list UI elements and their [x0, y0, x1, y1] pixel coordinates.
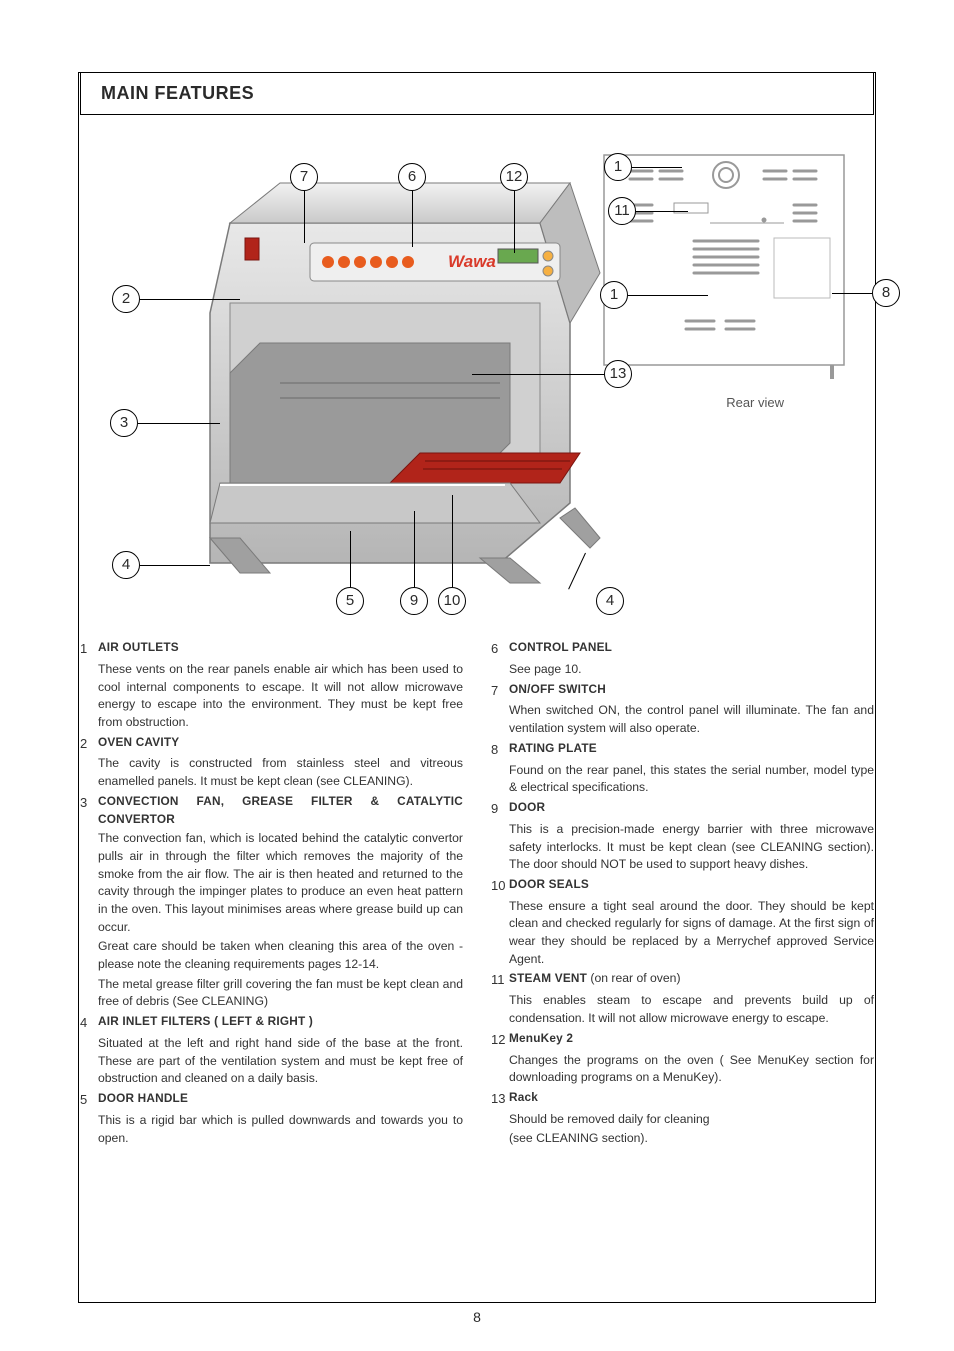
callout-6: 6 — [398, 163, 426, 191]
feature-columns: 1AIR OUTLETSThese vents on the rear pane… — [80, 639, 874, 1150]
feature-number: 11 — [491, 970, 509, 990]
feature-title: DOOR — [509, 800, 545, 814]
feature-body: Changes the programs on the oven ( See M… — [509, 1052, 874, 1087]
feature-title: MenuKey 2 — [509, 1031, 573, 1045]
feature-number: 9 — [491, 799, 509, 819]
callout-10: 10 — [438, 587, 466, 615]
feature-item-8: 8RATING PLATE — [491, 740, 874, 760]
oven-illustration: Wawa — [160, 143, 610, 593]
callout-1b: 1 — [600, 281, 628, 309]
feature-item-2: 2OVEN CAVITY — [80, 734, 463, 754]
feature-text: CONTROL PANEL — [509, 639, 874, 659]
feature-body: Found on the rear panel, this states the… — [509, 762, 874, 797]
callout-12: 12 — [500, 163, 528, 191]
feature-item-1: 1AIR OUTLETS — [80, 639, 463, 659]
feature-text: ON/OFF SWITCH — [509, 681, 874, 701]
feature-text: MenuKey 2 — [509, 1030, 874, 1050]
feature-body: These vents on the rear panels enable ai… — [98, 661, 463, 732]
feature-body: The metal grease filter grill covering t… — [98, 976, 463, 1011]
feature-number: 5 — [80, 1090, 98, 1110]
feature-body: (see CLEANING section). — [509, 1130, 874, 1148]
feature-title: DOOR SEALS — [509, 877, 589, 891]
feature-body: Great care should be taken when cleaning… — [98, 938, 463, 973]
feature-body: See page 10. — [509, 661, 874, 679]
callout-3: 3 — [110, 409, 138, 437]
feature-body: This is a precision-made energy barrier … — [509, 821, 874, 874]
feature-text: AIR OUTLETS — [98, 639, 463, 659]
feature-text: CONVECTION FAN, GREASE FILTER & CATALYTI… — [98, 793, 463, 828]
callout-1a: 1 — [604, 153, 632, 181]
rear-view-illustration — [594, 143, 854, 393]
feature-text: Rack — [509, 1089, 874, 1109]
feature-body: When switched ON, the control panel will… — [509, 702, 874, 737]
section-title: MAIN FEATURES — [101, 83, 853, 104]
feature-body: These ensure a tight seal around the doo… — [509, 898, 874, 969]
svg-text:Wawa: Wawa — [448, 252, 496, 271]
feature-number: 6 — [491, 639, 509, 659]
feature-text: RATING PLATE — [509, 740, 874, 760]
feature-title: Rack — [509, 1090, 538, 1104]
feature-body: This is a rigid bar which is pulled down… — [98, 1112, 463, 1147]
feature-number: 7 — [491, 681, 509, 701]
feature-number: 8 — [491, 740, 509, 760]
callout-9: 9 — [400, 587, 428, 615]
callout-8: 8 — [872, 279, 900, 307]
feature-title: DOOR HANDLE — [98, 1091, 188, 1105]
feature-item-11: 11STEAM VENT (on rear of oven) — [491, 970, 874, 990]
section-title-bar: MAIN FEATURES — [80, 72, 874, 115]
left-column: 1AIR OUTLETSThese vents on the rear pane… — [80, 639, 463, 1150]
feature-body: Should be removed daily for cleaning — [509, 1111, 874, 1129]
feature-title: CONVECTION FAN, GREASE FILTER & CATALYTI… — [98, 794, 463, 826]
feature-title: AIR INLET FILTERS ( LEFT & RIGHT ) — [98, 1014, 313, 1028]
feature-item-12: 12MenuKey 2 — [491, 1030, 874, 1050]
feature-item-10: 10DOOR SEALS — [491, 876, 874, 896]
feature-text: DOOR HANDLE — [98, 1090, 463, 1110]
callout-2: 2 — [112, 285, 140, 313]
feature-text: DOOR SEALS — [509, 876, 874, 896]
feature-text: OVEN CAVITY — [98, 734, 463, 754]
feature-title: RATING PLATE — [509, 741, 597, 755]
callout-11: 11 — [608, 197, 636, 225]
feature-number: 10 — [491, 876, 509, 896]
feature-item-4: 4AIR INLET FILTERS ( LEFT & RIGHT ) — [80, 1013, 463, 1033]
feature-title: OVEN CAVITY — [98, 735, 179, 749]
feature-item-6: 6CONTROL PANEL — [491, 639, 874, 659]
feature-number: 1 — [80, 639, 98, 659]
feature-body: The cavity is constructed from stainless… — [98, 755, 463, 790]
feature-item-13: 13Rack — [491, 1089, 874, 1109]
feature-item-3: 3CONVECTION FAN, GREASE FILTER & CATALYT… — [80, 793, 463, 828]
callout-4a: 4 — [112, 551, 140, 579]
right-column: 6CONTROL PANELSee page 10.7ON/OFF SWITCH… — [491, 639, 874, 1150]
feature-body: Situated at the left and right hand side… — [98, 1035, 463, 1088]
rear-view-label: Rear view — [726, 395, 784, 410]
feature-title: STEAM VENT — [509, 971, 587, 985]
callout-4b: 4 — [596, 587, 624, 615]
feature-title: AIR OUTLETS — [98, 640, 179, 654]
callout-5: 5 — [336, 587, 364, 615]
feature-text: AIR INLET FILTERS ( LEFT & RIGHT ) — [98, 1013, 463, 1033]
feature-number: 13 — [491, 1089, 509, 1109]
feature-text: DOOR — [509, 799, 874, 819]
feature-number: 2 — [80, 734, 98, 754]
feature-item-9: 9DOOR — [491, 799, 874, 819]
feature-title: CONTROL PANEL — [509, 640, 612, 654]
callout-7: 7 — [290, 163, 318, 191]
diagram-area: Wawa — [80, 133, 874, 613]
feature-item-7: 7ON/OFF SWITCH — [491, 681, 874, 701]
page-number: 8 — [473, 1309, 481, 1325]
feature-body: The convection fan, which is located beh… — [98, 830, 463, 936]
callout-13: 13 — [604, 360, 632, 388]
feature-number: 12 — [491, 1030, 509, 1050]
feature-text: STEAM VENT (on rear of oven) — [509, 970, 874, 990]
feature-title: ON/OFF SWITCH — [509, 682, 606, 696]
feature-item-5: 5DOOR HANDLE — [80, 1090, 463, 1110]
feature-number: 3 — [80, 793, 98, 828]
feature-number: 4 — [80, 1013, 98, 1033]
feature-body: This enables steam to escape and prevent… — [509, 992, 874, 1027]
